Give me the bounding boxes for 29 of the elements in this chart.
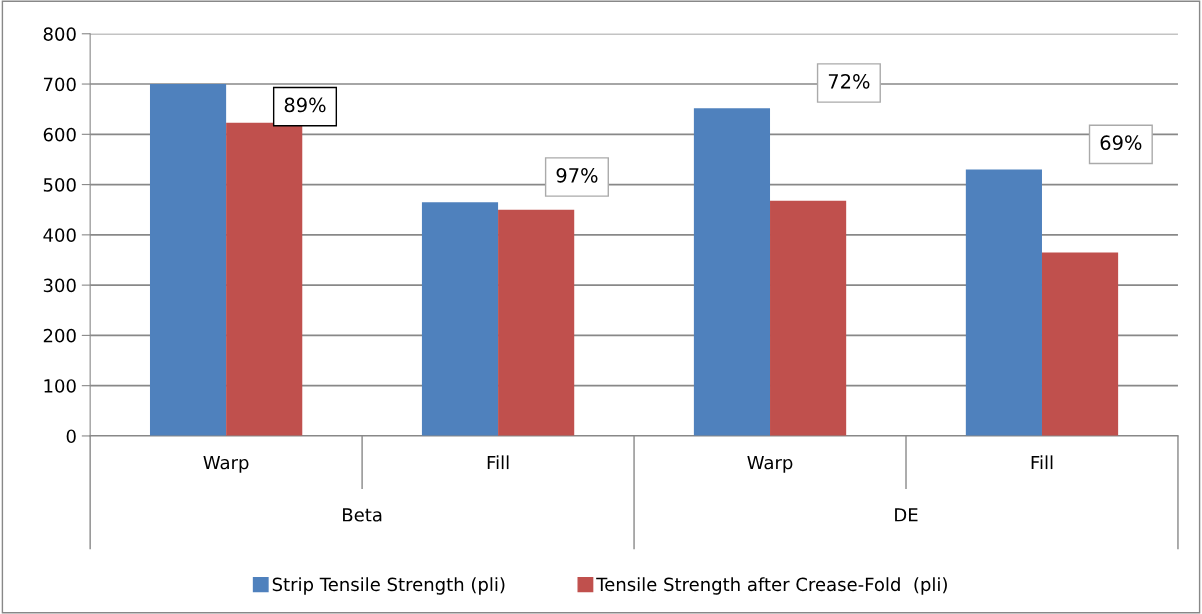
bar [693, 108, 771, 436]
legend-label: Strip Tensile Strength (pli) [272, 577, 505, 595]
bar [149, 84, 227, 436]
annotation: 72% [828, 73, 870, 89]
y-tick-label: 0 [66, 429, 76, 444]
y-tick-label: 400 [43, 228, 76, 242]
bar [1041, 252, 1119, 436]
y-tick-label: 300 [43, 278, 76, 293]
y-tick-label: 500 [43, 178, 76, 192]
text: DE [895, 508, 918, 522]
bar [965, 169, 1042, 436]
annotation: 89% [284, 97, 326, 113]
text: Beta [343, 508, 382, 522]
y-tick-label: 600 [43, 127, 76, 142]
y-tick-label: 700 [43, 77, 76, 92]
bar [421, 202, 499, 436]
y-tick-label: 100 [44, 379, 76, 393]
y-tick-label: 800 [43, 27, 76, 41]
bar [498, 209, 575, 436]
x-tick-label: Warp [747, 455, 793, 473]
bar [770, 200, 847, 436]
x-tick-label: Warp [203, 455, 249, 473]
x-tick-label: Fill [487, 455, 509, 470]
x-tick-label: Fill [1031, 455, 1053, 470]
y-tick-label: 200 [43, 328, 76, 343]
annotation: 97% [556, 167, 598, 183]
legend-label: Tensile Strength after Crease-Fold (pli) [596, 577, 947, 595]
annotation: 69% [1100, 135, 1142, 151]
bar [226, 122, 303, 436]
